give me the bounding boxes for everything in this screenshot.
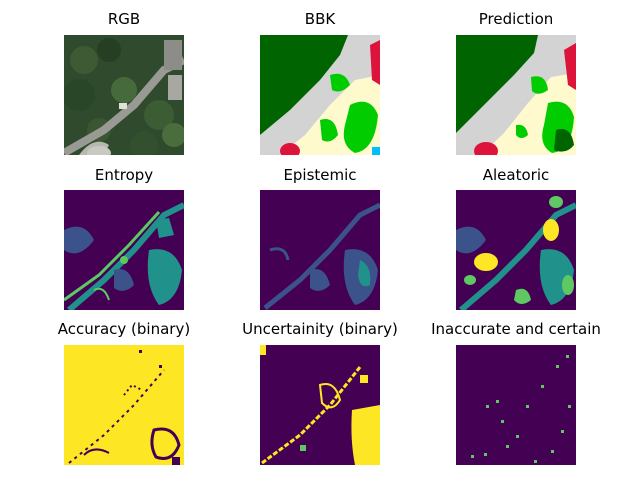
rgb-image [64, 35, 184, 155]
panel-title-epistemic: Epistemic [283, 166, 357, 184]
uncertainty-image [260, 345, 380, 465]
panel-title-entropy: Entropy [94, 166, 154, 184]
panel-title-inaccurate: Inaccurate and certain [431, 320, 601, 338]
panel-title-accuracy: Accuracy (binary) [57, 320, 191, 338]
panel-title-uncertainty: Uncertainity (binary) [242, 320, 398, 338]
entropy-image [64, 190, 184, 310]
panel-title-bbk: BBK [304, 10, 336, 28]
accuracy-image [64, 345, 184, 465]
panel-title-aleatoric: Aleatoric [482, 166, 550, 184]
panel-title-rgb: RGB [107, 10, 141, 28]
panel-title-prediction: Prediction [478, 10, 554, 28]
prediction-image [456, 35, 576, 155]
aleatoric-image [456, 190, 576, 310]
bbk-image [260, 35, 380, 155]
epistemic-image [260, 190, 380, 310]
inaccurate-image [456, 345, 576, 465]
